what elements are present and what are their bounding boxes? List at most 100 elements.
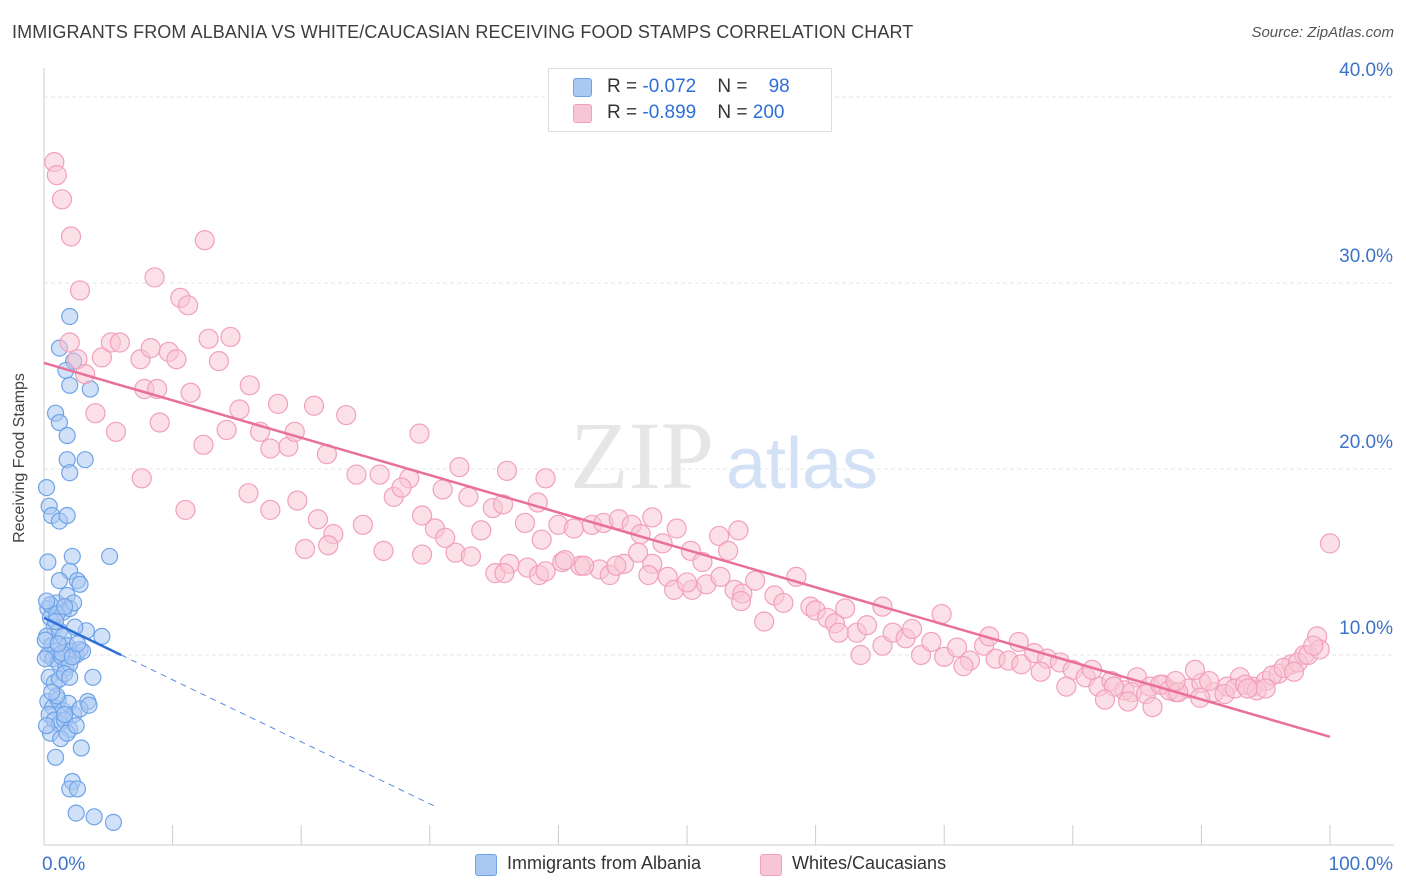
data-point	[55, 705, 74, 724]
data-point	[921, 631, 942, 653]
data-point	[55, 598, 74, 616]
legend-n-label: N =	[717, 76, 753, 97]
data-point	[61, 307, 79, 326]
data-point	[58, 506, 76, 525]
data-point	[307, 509, 329, 530]
data-point	[676, 572, 698, 593]
data-point	[1165, 670, 1186, 692]
data-point	[554, 550, 575, 571]
data-point	[61, 464, 79, 482]
data-point	[37, 717, 56, 735]
legend-r-label: R =	[607, 102, 643, 123]
data-point	[1056, 676, 1077, 697]
data-point	[449, 457, 470, 478]
data-point	[1199, 670, 1220, 692]
data-point	[318, 535, 339, 556]
data-point	[84, 668, 102, 686]
chart-title: IMMIGRANTS FROM ALBANIA VS WHITE/CAUCASI…	[12, 22, 914, 42]
data-point	[346, 464, 367, 485]
legend-swatch-albania	[573, 78, 592, 97]
data-point	[144, 267, 165, 288]
data-point	[850, 644, 871, 666]
data-point	[435, 527, 456, 548]
data-point	[46, 748, 65, 766]
data-point	[175, 499, 196, 521]
data-point	[39, 553, 57, 571]
data-point	[773, 592, 794, 614]
data-point	[177, 295, 199, 316]
data-point	[76, 451, 94, 469]
data-point	[953, 656, 974, 677]
y-axis-label: Receiving Food Stamps	[11, 373, 28, 543]
x-tick-label: 0.0%	[42, 854, 85, 875]
data-point	[100, 547, 119, 566]
data-point	[109, 332, 130, 353]
data-point	[36, 650, 54, 668]
data-point	[166, 349, 187, 370]
data-point	[69, 280, 91, 301]
data-point	[1142, 696, 1163, 718]
data-point	[1283, 661, 1305, 682]
data-point	[67, 804, 85, 822]
data-point	[71, 575, 89, 593]
data-point	[1237, 678, 1258, 699]
y-tick-label: 20.0%	[1339, 432, 1393, 453]
data-point	[61, 376, 79, 394]
legend-n-value: 200	[752, 102, 785, 123]
data-point	[63, 547, 81, 566]
data-point	[828, 622, 849, 643]
y-tick-label: 30.0%	[1339, 246, 1393, 267]
data-point	[754, 611, 775, 632]
legend-r-value: -0.072	[642, 76, 697, 97]
data-point	[535, 468, 556, 489]
data-point	[267, 393, 289, 414]
data-point	[391, 477, 412, 498]
x-tick-label: 100.0%	[1329, 854, 1394, 875]
data-point	[60, 226, 82, 247]
data-point	[728, 520, 749, 541]
data-point	[68, 780, 87, 798]
data-point	[745, 570, 766, 591]
data-point	[1303, 635, 1324, 656]
data-point	[1255, 678, 1276, 699]
data-point	[638, 564, 659, 586]
data-point	[59, 332, 80, 353]
data-point	[496, 460, 518, 481]
legend-n-value: 98	[768, 76, 790, 97]
data-point	[220, 326, 241, 348]
data-point	[946, 637, 968, 658]
data-point	[535, 561, 556, 582]
data-point	[666, 518, 687, 539]
data-point	[494, 563, 515, 584]
legend-r-value: -0.899	[642, 102, 697, 123]
data-point	[216, 419, 237, 441]
data-point	[409, 423, 430, 444]
data-point	[493, 494, 514, 515]
tick-labels: 10.0% 20.0% 30.0% 40.0% 0.0% 100.0%	[42, 60, 1393, 875]
data-point	[91, 347, 112, 368]
trend-line-whites	[43, 361, 1331, 739]
watermark: ZIP atlas	[570, 402, 878, 509]
data-point	[303, 395, 325, 416]
data-point	[193, 434, 214, 455]
data-point	[180, 382, 201, 403]
legend-text-albania: R = -0.072 N = 98	[607, 76, 790, 98]
data-point	[856, 615, 878, 636]
data-point	[432, 479, 453, 500]
bottom-legend-swatch-albania	[475, 854, 497, 876]
data-point	[1011, 654, 1032, 675]
data-point	[710, 566, 731, 587]
data-point	[901, 618, 923, 640]
data-point	[563, 518, 584, 539]
series-albania-points	[36, 307, 123, 832]
data-point	[80, 696, 98, 714]
y-tick-label: 40.0%	[1339, 60, 1393, 81]
data-point	[50, 413, 69, 432]
data-point	[458, 486, 479, 507]
data-point	[50, 571, 69, 590]
watermark-zip: ZIP	[570, 402, 714, 509]
legend-n-label: N =	[717, 102, 753, 123]
trend-lines	[43, 361, 1331, 808]
data-point	[68, 635, 87, 653]
